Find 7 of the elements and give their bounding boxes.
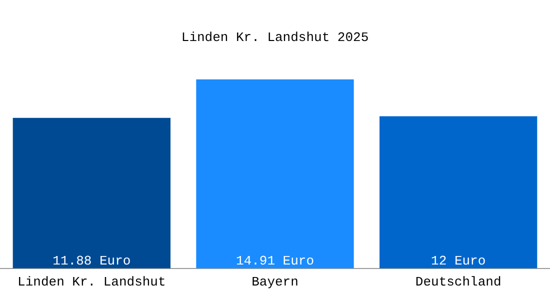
data-label: 12 Euro <box>431 253 486 268</box>
x-tick-label: Deutschland <box>415 274 502 290</box>
data-label: 14.91 Euro <box>236 253 314 268</box>
chart-title: Linden Kr. Landshut 2025 <box>181 30 369 46</box>
x-tick-label: Linden Kr. Landshut <box>18 274 166 290</box>
data-label: 11.88 Euro <box>52 253 131 268</box>
x-tick-label: Bayern <box>252 274 298 290</box>
